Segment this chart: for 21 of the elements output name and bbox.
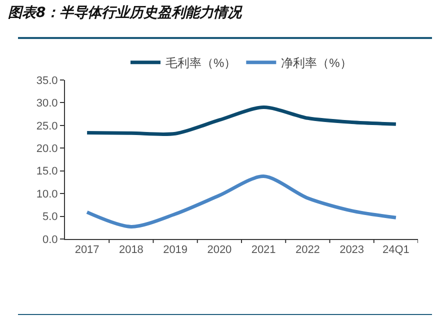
x-tick-label: 24Q1 (382, 244, 410, 256)
y-tick-label: 20.0 (36, 142, 58, 155)
legend-label: 净利率（%） (281, 56, 352, 70)
y-tick-label: 10.0 (36, 188, 58, 200)
y-tick-label: 5.0 (42, 211, 58, 224)
line-series (85, 106, 398, 136)
y-tick-label: 0.0 (42, 234, 58, 246)
legend-label: 毛利率（%） (166, 56, 236, 70)
y-tick-label: 35.0 (36, 74, 58, 87)
x-tick-label: 2023 (340, 244, 364, 256)
x-tick-label: 2018 (118, 244, 144, 256)
x-tick-label: 2017 (74, 244, 100, 256)
line-series (85, 174, 398, 228)
y-tick-label: 15.0 (36, 166, 58, 178)
x-tick-label: 2020 (207, 244, 232, 256)
x-tick-label: 2022 (295, 244, 320, 256)
x-tick-label: 2021 (251, 244, 276, 256)
x-tick-label: 2019 (163, 244, 188, 256)
chart-title: 图表8：半导体行业历史盈利能力情况 (8, 4, 242, 22)
y-tick-label: 30.0 (36, 98, 58, 110)
y-tick-label: 25.0 (36, 120, 58, 132)
